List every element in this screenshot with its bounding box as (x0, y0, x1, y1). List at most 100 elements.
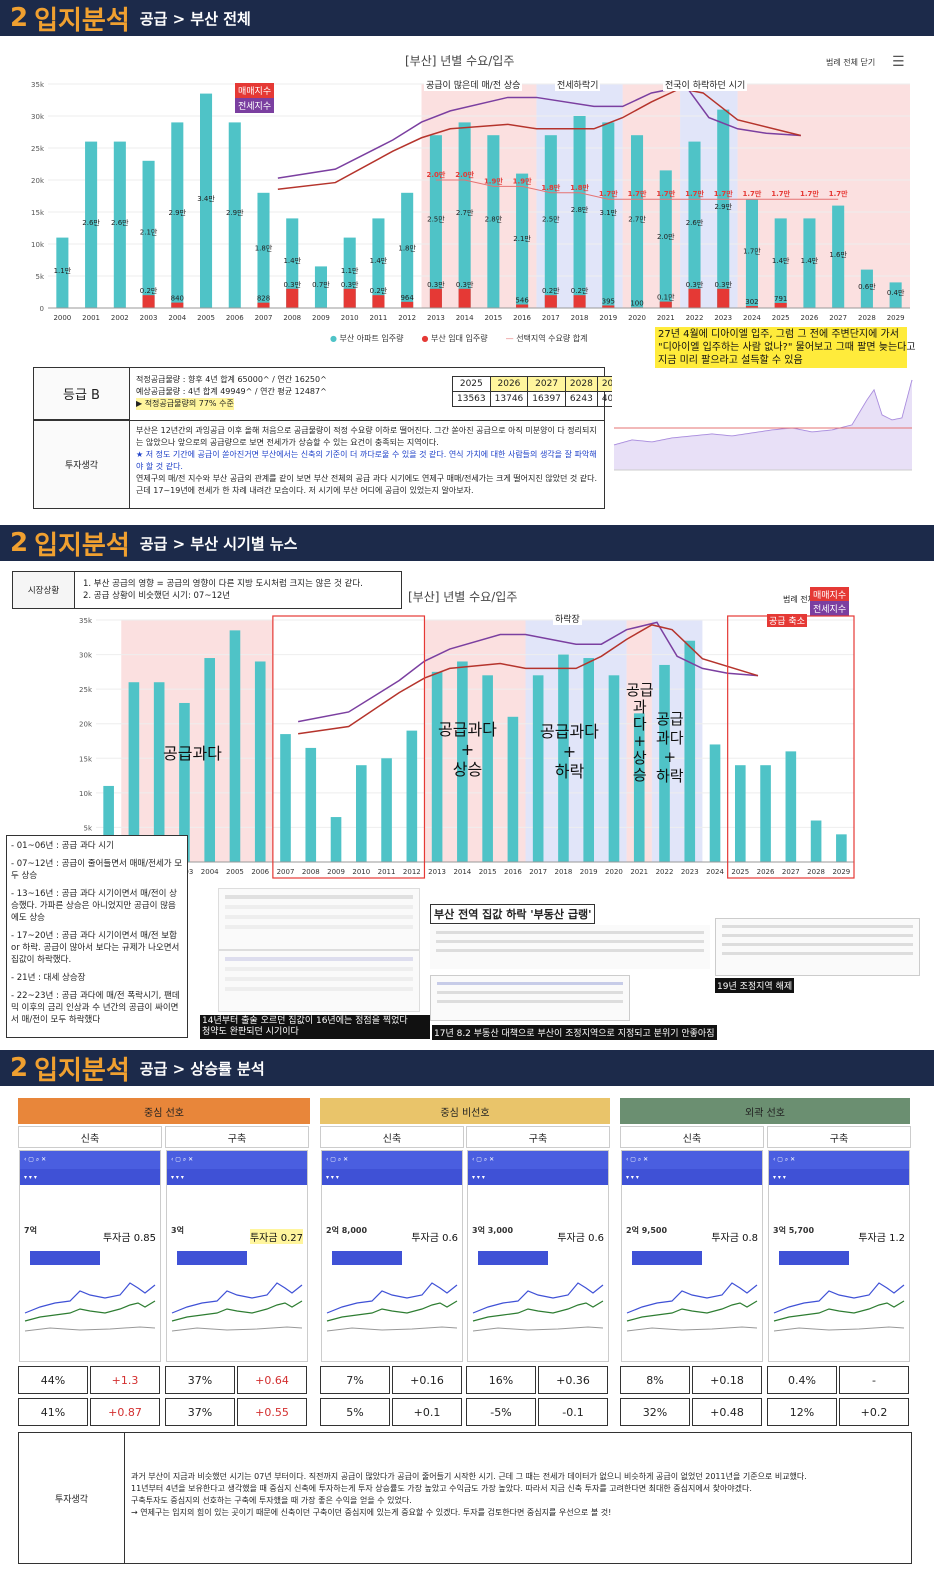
sale-index-tag: 매매지수 (810, 587, 850, 602)
news-body (430, 925, 710, 969)
rent-data-label: 0.3만 (714, 280, 732, 289)
bar-data-label: 1.4만 (772, 256, 790, 265)
demand-label: 1.7만 (771, 189, 790, 198)
annotation-supply-rise: 공급이 많은데 매/전 상승 (424, 78, 523, 91)
invest3-line: 구축투자도 중심지의 선호하는 구축에 투자했을 때 가장 좋은 수익을 얻을 … (131, 1496, 412, 1505)
chart1-note: 27년 4월에 디아이엘 입주, 그럼 그 전에 주변단지에 가서 "디아이엘 … (655, 327, 916, 368)
x-tick-label: 2010 (341, 314, 359, 322)
bar-apt (257, 192, 270, 308)
section-title: 입지분석 (34, 5, 130, 36)
timeline-item: - 01~06년 : 공급 과다 시기 (11, 841, 114, 851)
chart2-title: [부산] 년별 수요/입주 (408, 590, 518, 604)
stat-cell: -0.1 (538, 1398, 608, 1426)
price-graph (626, 1251, 758, 1332)
legend-demand[interactable]: — 선택지역 수요량 합계 (505, 334, 588, 343)
invest-box-3: 투자생각 과거 부산이 지금과 비슷했던 시기는 07년 부터이다. 직전까지 … (18, 1432, 912, 1564)
bar-apt (630, 135, 644, 308)
app-screenshot-2: ‹ ▢ ⌕ ✕ ▾ ▾ ▾ 2억 8,000 투자금 0.6 (321, 1150, 463, 1362)
bar-rent (142, 295, 155, 308)
col-header-5: 구축 (767, 1126, 911, 1148)
bar-data-label: 2.7만 (456, 208, 474, 217)
market-line-1: 1. 부산 공급의 영향 = 공급의 영향이 다른 지방 도시처럼 크지는 않은… (83, 579, 363, 589)
x-tick-label: 2002 (111, 314, 129, 322)
x-tick-label: 2001 (82, 314, 100, 322)
app-screenshot-0: ‹ ▢ ⌕ ✕ ▾ ▾ ▾ 7억 투자금 0.85 (19, 1150, 161, 1362)
bar-apt (832, 205, 845, 308)
price-graph (773, 1251, 905, 1332)
bar-apt (254, 661, 266, 862)
bar-apt (280, 734, 291, 862)
price-label: 2억 8,000 (326, 1226, 368, 1235)
demand-label: 1.7만 (628, 189, 647, 198)
bar-data-label: 2.1만 (140, 227, 158, 236)
bar-apt (229, 630, 241, 862)
bar-apt (286, 218, 299, 308)
chart1-svg: 0 5k 10k 15k 20k 25k 30k 35k 1.1만 2000 2.6만 2001 2.6… (31, 81, 910, 322)
bar-data-label: 2.6만 (82, 218, 100, 227)
bar-rent (458, 288, 471, 308)
jeonse-index-line (298, 624, 759, 735)
rent-data-label: 0.3만 (456, 280, 474, 289)
app-screenshot-5: ‹ ▢ ⌕ ✕ ▾ ▾ ▾ 3억 5,700 투자금 1.2 (768, 1150, 910, 1362)
news-card-1[interactable] (218, 888, 420, 950)
menu-icon[interactable]: ☰ (892, 54, 905, 70)
bar-rent (544, 295, 557, 308)
mini-chart-area (614, 380, 912, 470)
legend-rent[interactable]: ● 부산 임대 입주량 (421, 334, 488, 343)
bar-apt (431, 671, 443, 862)
bar-apt (688, 141, 701, 308)
news-card-2[interactable] (218, 950, 420, 1012)
bar-apt (659, 170, 672, 308)
x-tick-label: 2009 (327, 868, 345, 876)
price-graph (24, 1251, 156, 1332)
stat-cell: +0.87 (90, 1398, 160, 1426)
year-cell: 2026 (489, 376, 529, 392)
legend-toggle-button[interactable]: 범례 전체 닫기 (826, 58, 876, 67)
timeline-item: - 07~12년 : 공급이 줄어들면서 매매/전세가 모두 상승 (11, 859, 183, 881)
invest-amount: 투자금 0.6 (411, 1233, 458, 1244)
rent-data-label: 0.2만 (370, 286, 388, 295)
bar-apt (228, 122, 241, 309)
x-tick-label: 2012 (403, 868, 421, 876)
shaded-region (737, 84, 910, 308)
x-tick-label: 2025 (731, 868, 749, 876)
supply-line-2: 예상공급물량 : 4년 합계 49949^ / 연간 평균 12487^ (136, 387, 327, 396)
legend-apt[interactable]: ● 부산 아파트 입주량 (330, 334, 404, 343)
jeonse-index-line (277, 87, 801, 191)
bar-rent (774, 302, 787, 308)
highlight-box (272, 615, 426, 879)
app-filter-bar: ▾ ▾ ▾ (622, 1169, 762, 1185)
price-graph (326, 1251, 458, 1332)
news-caption-1: 14년부터 출술 오르던 집값이 16년에는 정점을 찍었다 청약도 완판되던 … (200, 1015, 430, 1039)
bar-apt (633, 713, 645, 862)
stat-cell: 32% (620, 1398, 690, 1426)
bar-data-label: 2.6만 (111, 218, 129, 227)
bar-apt (113, 141, 126, 308)
rent-data-label: 546 (515, 297, 529, 305)
bar-apt (128, 682, 140, 862)
stat-cell: +0.16 (392, 1366, 462, 1394)
stat-cell: +0.2 (839, 1398, 909, 1426)
news-caption-2: 17년 8.2 부동산 대책으로 부산이 조정지역으로 지정되고 분위기 안좋아… (432, 1025, 717, 1040)
y-tick-label: 10k (79, 790, 93, 798)
supply-summary: 적정공급물량 : 향후 4년 합계 65000^ / 연간 16250^ 예상공… (136, 374, 327, 410)
bar-apt (860, 269, 873, 308)
news-caption-3: 19년 조정지역 해제 (715, 978, 795, 993)
sale-index-tag: 매매지수 (235, 83, 275, 98)
chart2-legend-toggle[interactable]: 범례 전체 (783, 595, 815, 604)
bar-data-label: 2.9만 (226, 208, 244, 217)
bar-data-label: 2.5만 (427, 215, 445, 224)
bar-data-label: 1.6만 (829, 250, 847, 259)
x-tick-label: 2013 (427, 314, 445, 322)
x-tick-label: 2020 (628, 314, 646, 322)
bar-rent (602, 305, 615, 308)
x-tick-label: 2004 (201, 868, 219, 876)
bar-data-label: 1.8만 (255, 243, 273, 252)
invest-label-3: 투자생각 (19, 1433, 125, 1563)
section-number: 2 (10, 528, 29, 558)
news-card-4[interactable] (715, 918, 920, 976)
app-title-bar: ‹ ▢ ⌕ ✕ (622, 1151, 762, 1169)
section-banner-3: 2 입지분석 공급 > 상승률 분석 (0, 1050, 934, 1086)
news-card-3[interactable] (430, 975, 630, 1021)
bar-apt (56, 237, 69, 308)
